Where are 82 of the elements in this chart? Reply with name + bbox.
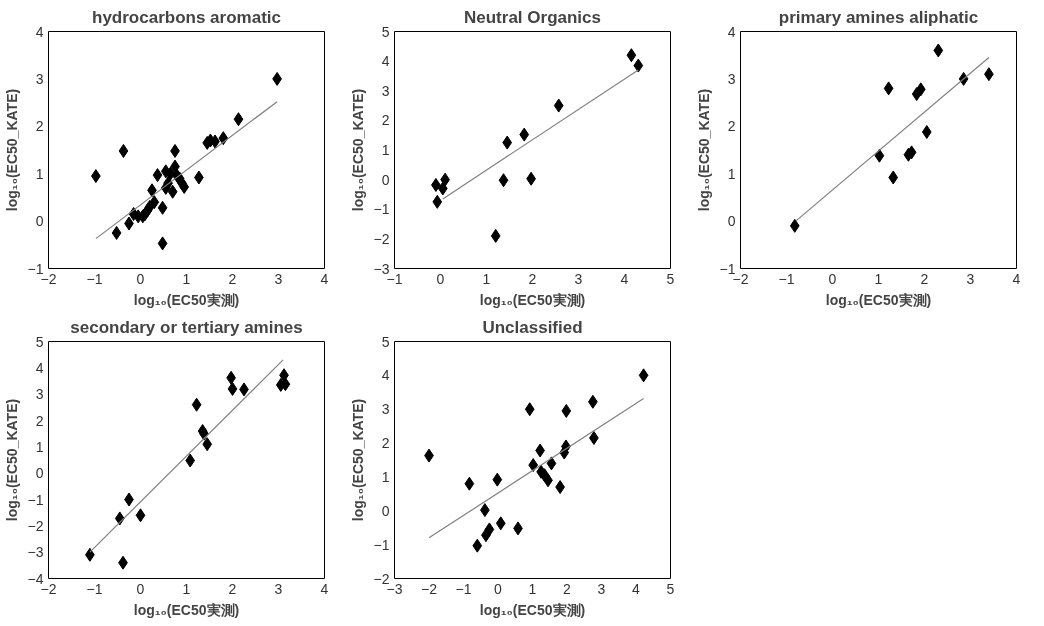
y-tick-label: 4 <box>35 359 44 376</box>
y-tick-label: 1 <box>727 165 736 182</box>
y-tick-label: 0 <box>381 171 390 188</box>
y-axis-title: log₁₀(EC50_KATE) <box>3 88 20 212</box>
y-axis-title: log₁₀(EC50_KATE) <box>695 88 712 212</box>
y-tick-label: −2 <box>373 230 390 247</box>
y-tick-label: −2 <box>27 517 44 534</box>
chart-title: secondary or tertiary amines <box>70 317 303 337</box>
x-tick-label: 1 <box>182 270 191 287</box>
y-tick-label: 0 <box>727 213 736 230</box>
y-tick-label: 0 <box>381 502 390 519</box>
x-tick-label: 1 <box>874 270 883 287</box>
x-tick-label: 0 <box>136 270 145 287</box>
y-tick-label: 4 <box>35 23 44 40</box>
y-tick-label: 4 <box>381 53 390 70</box>
x-tick-label: 2 <box>528 270 537 287</box>
y-axis-title: log₁₀(EC50_KATE) <box>349 88 366 212</box>
y-tick-label: 5 <box>381 333 390 350</box>
chart-title: Neutral Organics <box>464 7 602 27</box>
x-tick-label: 3 <box>274 270 283 287</box>
x-tick-label: 3 <box>597 580 606 597</box>
x-tick-label: 0 <box>136 580 145 597</box>
x-tick-label: 2 <box>228 270 237 287</box>
chart-title: primary amines aliphatic <box>778 7 979 27</box>
y-tick-label: 2 <box>35 118 44 135</box>
x-tick-label: 3 <box>274 580 283 597</box>
y-axis-title: log₁₀(EC50_KATE) <box>349 398 366 522</box>
y-tick-label: 2 <box>381 435 390 452</box>
x-tick-label: 0 <box>828 270 837 287</box>
x-tick-label: −2 <box>421 580 438 597</box>
x-axis-title: log₁₀(EC50実測) <box>479 601 586 618</box>
x-tick-label: 5 <box>666 580 675 597</box>
x-tick-label: −1 <box>455 580 472 597</box>
chart-title: Unclassified <box>482 317 583 337</box>
y-tick-label: 4 <box>381 367 390 384</box>
y-tick-label: 4 <box>727 23 736 40</box>
x-tick-label: 0 <box>494 580 503 597</box>
y-tick-label: 3 <box>727 70 736 87</box>
y-tick-label: −3 <box>27 544 44 561</box>
x-tick-label: −1 <box>778 270 795 287</box>
x-tick-label: 1 <box>182 580 191 597</box>
y-tick-label: 5 <box>381 23 390 40</box>
x-tick-label: 4 <box>1012 270 1021 287</box>
y-tick-label: 3 <box>381 401 390 418</box>
chart-title: hydrocarbons aromatic <box>92 7 281 27</box>
y-tick-label: 1 <box>381 142 390 158</box>
y-tick-label: 1 <box>35 165 44 182</box>
x-tick-label: 4 <box>632 580 641 597</box>
x-tick-label: 2 <box>228 580 237 597</box>
y-tick-label: 3 <box>381 82 390 99</box>
y-axis-title: log₁₀(EC50_KATE) <box>3 398 20 522</box>
x-tick-label: 4 <box>620 270 629 287</box>
y-tick-label: −1 <box>373 536 390 553</box>
y-tick-label: 2 <box>381 112 390 129</box>
x-tick-label: 3 <box>574 270 583 287</box>
y-tick-label: 0 <box>35 465 44 482</box>
x-tick-label: 4 <box>320 580 329 597</box>
y-tick-label: 1 <box>381 468 390 485</box>
x-axis-title: log₁₀(EC50実測) <box>133 291 240 308</box>
y-tick-label: 2 <box>35 412 44 429</box>
x-axis-title: log₁₀(EC50実測) <box>825 291 932 308</box>
x-axis-title: log₁₀(EC50実測) <box>479 291 586 308</box>
x-tick-label: −1 <box>86 580 103 597</box>
x-tick-label: 3 <box>966 270 975 287</box>
x-tick-label: 4 <box>320 270 329 287</box>
x-tick-label: 2 <box>563 580 572 597</box>
x-axis-title: log₁₀(EC50実測) <box>133 601 240 618</box>
y-tick-label: 3 <box>35 70 44 87</box>
y-tick-label: −1 <box>373 201 390 218</box>
y-tick-label: 3 <box>35 386 44 403</box>
x-tick-label: 2 <box>920 270 929 287</box>
y-tick-label: −4 <box>27 570 44 587</box>
x-tick-label: 5 <box>666 270 675 287</box>
x-tick-label: 1 <box>528 580 537 597</box>
x-tick-label: 1 <box>482 270 491 287</box>
x-tick-label: −1 <box>86 270 103 287</box>
y-tick-label: 1 <box>35 438 44 455</box>
y-tick-label: 0 <box>35 213 44 230</box>
x-tick-label: 0 <box>436 270 445 287</box>
y-tick-label: 5 <box>35 333 44 350</box>
y-tick-label: 2 <box>727 118 736 135</box>
y-tick-label: −1 <box>27 491 44 508</box>
